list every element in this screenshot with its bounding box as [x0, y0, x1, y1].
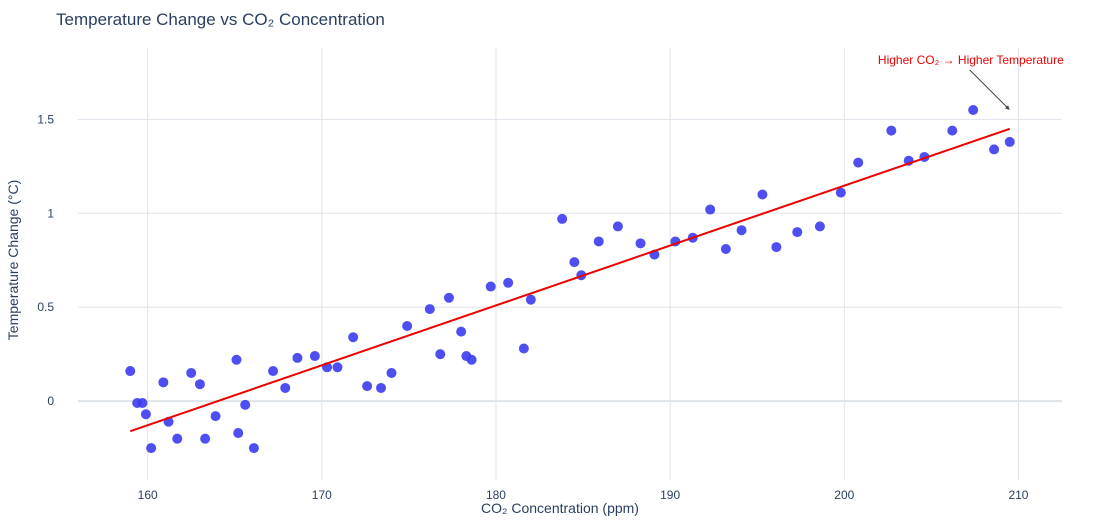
- annotation-arrow-head: [1005, 105, 1010, 110]
- y-tick-label: 1: [47, 206, 54, 220]
- data-point[interactable]: [386, 367, 397, 378]
- data-point[interactable]: [853, 157, 864, 168]
- data-point[interactable]: [518, 343, 529, 354]
- data-point[interactable]: [125, 366, 136, 377]
- data-point[interactable]: [268, 366, 279, 377]
- data-point[interactable]: [814, 221, 825, 232]
- data-point[interactable]: [280, 382, 291, 393]
- data-point[interactable]: [332, 362, 343, 373]
- data-point[interactable]: [292, 352, 303, 363]
- x-axis-title: CO₂ Concentration (ppm): [481, 500, 639, 516]
- data-point[interactable]: [989, 144, 1000, 155]
- data-point[interactable]: [158, 377, 169, 388]
- data-point[interactable]: [466, 354, 477, 365]
- data-point[interactable]: [233, 428, 244, 439]
- data-point[interactable]: [525, 294, 536, 305]
- data-point[interactable]: [736, 225, 747, 236]
- chart-title: Temperature Change vs CO₂ Concentration: [56, 10, 385, 29]
- data-point[interactable]: [435, 349, 446, 360]
- data-point[interactable]: [705, 204, 716, 215]
- data-point[interactable]: [424, 304, 435, 315]
- annotation-arrow-line: [969, 69, 1010, 110]
- data-point[interactable]: [146, 443, 157, 454]
- data-point[interactable]: [569, 257, 580, 268]
- axes: 160 170 180 190 200 210 0 0.5 1 1.5: [37, 112, 1028, 502]
- y-tick-label: 0: [47, 394, 54, 408]
- data-point[interactable]: [593, 236, 604, 247]
- data-point[interactable]: [557, 213, 568, 224]
- data-point[interactable]: [835, 187, 846, 198]
- data-point[interactable]: [210, 411, 221, 422]
- x-tick-label: 160: [138, 488, 158, 502]
- y-axis-title: Temperature Change (°C): [5, 180, 21, 340]
- data-point[interactable]: [137, 397, 148, 408]
- data-point[interactable]: [771, 242, 782, 253]
- data-point[interactable]: [968, 104, 979, 115]
- data-point[interactable]: [720, 243, 731, 254]
- x-tick-label: 210: [1008, 488, 1028, 502]
- data-point[interactable]: [248, 443, 259, 454]
- data-point[interactable]: [200, 433, 211, 444]
- data-point[interactable]: [362, 381, 373, 392]
- data-point[interactable]: [172, 433, 183, 444]
- data-point[interactable]: [757, 189, 768, 200]
- data-point[interactable]: [140, 409, 151, 420]
- data-point[interactable]: [402, 320, 413, 331]
- data-point[interactable]: [635, 238, 646, 249]
- y-tick-label: 0.5: [37, 300, 54, 314]
- x-tick-label: 170: [312, 488, 332, 502]
- x-tick-label: 180: [486, 488, 506, 502]
- data-point[interactable]: [231, 354, 242, 365]
- data-point[interactable]: [194, 379, 205, 390]
- data-point[interactable]: [443, 292, 454, 303]
- annotations: Higher CO₂ → Higher Temperature: [878, 53, 1064, 110]
- data-point[interactable]: [376, 382, 387, 393]
- data-point[interactable]: [240, 399, 251, 410]
- x-tick-label: 200: [834, 488, 854, 502]
- data-point[interactable]: [612, 221, 623, 232]
- data-point[interactable]: [503, 277, 514, 288]
- data-point[interactable]: [485, 281, 496, 292]
- data-point[interactable]: [947, 125, 958, 136]
- trend-line: [129, 127, 1011, 433]
- data-point[interactable]: [1004, 136, 1015, 147]
- x-tick-label: 190: [660, 488, 680, 502]
- data-point[interactable]: [309, 351, 320, 362]
- data-point[interactable]: [348, 332, 359, 343]
- data-point[interactable]: [886, 125, 897, 136]
- y-tick-label: 1.5: [37, 112, 54, 126]
- data-point[interactable]: [456, 326, 467, 337]
- data-point[interactable]: [792, 227, 803, 238]
- data-point[interactable]: [186, 367, 197, 378]
- data-series: [125, 104, 1015, 454]
- annotation-text: Higher CO₂ → Higher Temperature: [878, 53, 1064, 67]
